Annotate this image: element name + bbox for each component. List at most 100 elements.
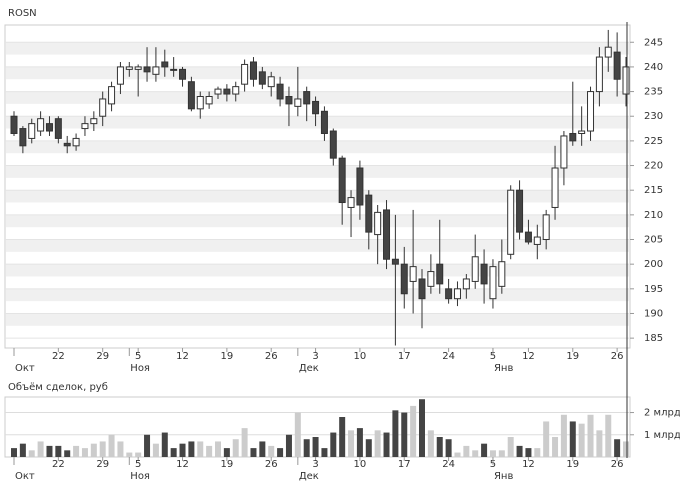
x-tick-label: 22 [52, 351, 65, 362]
volume-bar [285, 434, 292, 457]
x-tick-label: 22 [52, 459, 65, 470]
x-tick-label: 19 [221, 351, 234, 362]
volume-bar [197, 441, 204, 457]
candle-body [10, 115, 18, 134]
volume-bar [170, 448, 177, 457]
x-tick-label: 12 [176, 351, 189, 362]
x-tick-label: 26 [611, 351, 624, 362]
volume-title: Объём сделок, руб [8, 382, 108, 393]
volume-bar [578, 423, 585, 457]
x-tick-label: 17 [398, 459, 411, 470]
volume-bar [250, 448, 257, 457]
month-label: Дек [299, 363, 319, 374]
candle-body [196, 96, 204, 110]
volume-bar [596, 430, 603, 457]
candle-body [507, 189, 515, 255]
volume-bar [215, 441, 221, 457]
y-tick-label: 215 [644, 185, 663, 196]
y-tick-label: 2 млрд [644, 408, 680, 419]
x-tick-label: 26 [265, 459, 278, 470]
volume-bar [392, 410, 399, 457]
volume-bar [383, 432, 390, 457]
grid-band [6, 66, 629, 80]
x-tick-label: 19 [566, 459, 579, 470]
volume-bar [454, 452, 461, 457]
candle-body [161, 61, 169, 68]
volume-bar [294, 412, 301, 457]
candle-body [436, 263, 444, 285]
volume-bar [268, 445, 275, 457]
volume-bar [489, 450, 496, 457]
candle-body [54, 118, 62, 139]
x-tick-label: 26 [611, 459, 624, 470]
x-tick-label: 10 [354, 351, 367, 362]
x-tick-label: 29 [96, 459, 109, 470]
candle-body [28, 123, 36, 139]
candle-body [329, 130, 337, 159]
volume-bar [232, 439, 239, 457]
x-tick-label: 3 [312, 459, 318, 470]
candle-body [170, 68, 178, 71]
volume-bar [507, 437, 514, 457]
x-tick-label: 5 [135, 459, 141, 470]
grid-band [6, 140, 629, 154]
grid-band [6, 239, 629, 252]
volume-bar [64, 450, 71, 457]
grid-band [6, 42, 629, 55]
candle-body [498, 261, 506, 287]
volume-bar [321, 448, 328, 457]
grid-band [6, 214, 629, 228]
y-tick-label: 190 [644, 308, 663, 319]
candle-body [205, 96, 213, 105]
volume-bar [348, 430, 355, 457]
candle-body [445, 288, 453, 300]
candle-body [409, 266, 417, 282]
volume-bar [28, 450, 35, 457]
volume-bar [614, 439, 621, 457]
candle-body [63, 142, 71, 147]
candle-body [134, 66, 142, 70]
x-tick-label: 3 [312, 351, 318, 362]
grid-band [6, 91, 629, 104]
x-tick-label: 5 [135, 351, 141, 362]
candle-body [19, 128, 27, 147]
plot-layer: 185190195200205210215220225230235240245О… [4, 24, 680, 482]
grid-band [6, 288, 629, 302]
candle-body [214, 88, 222, 95]
candle-body [294, 98, 302, 107]
volume-bar [117, 441, 124, 457]
candle-body [524, 231, 532, 243]
candle-body [232, 86, 240, 95]
candle-body [320, 110, 328, 134]
candle-body [37, 118, 45, 132]
candle-body [560, 135, 568, 169]
y-tick-label: 230 [644, 111, 663, 122]
y-tick-label: 220 [644, 161, 663, 172]
y-tick-label: 245 [644, 37, 663, 48]
volume-bar [144, 434, 151, 457]
candle-body [453, 288, 461, 300]
volume-bar [303, 439, 310, 457]
y-tick-label: 200 [644, 259, 663, 270]
volume-bar [81, 448, 88, 457]
volume-bar [11, 448, 17, 457]
x-tick-label: 19 [566, 351, 579, 362]
month-label: Дек [299, 471, 319, 482]
y-tick-label: 210 [644, 210, 663, 221]
candle-body [267, 76, 275, 88]
volume-bar [410, 405, 417, 457]
candle-body [312, 100, 320, 115]
volume-bar [436, 437, 443, 457]
volume-bar [152, 443, 159, 457]
volume-bar [498, 450, 505, 457]
candle-body [285, 96, 293, 105]
volume-bar [161, 432, 168, 457]
candle-body [99, 98, 107, 117]
volume-bar [73, 445, 80, 457]
volume-bar [427, 430, 434, 457]
candle-body [223, 88, 231, 95]
candle-body [604, 46, 612, 58]
x-tick-label: 12 [522, 459, 535, 470]
volume-bar [223, 448, 230, 457]
volume-bar [365, 439, 372, 457]
